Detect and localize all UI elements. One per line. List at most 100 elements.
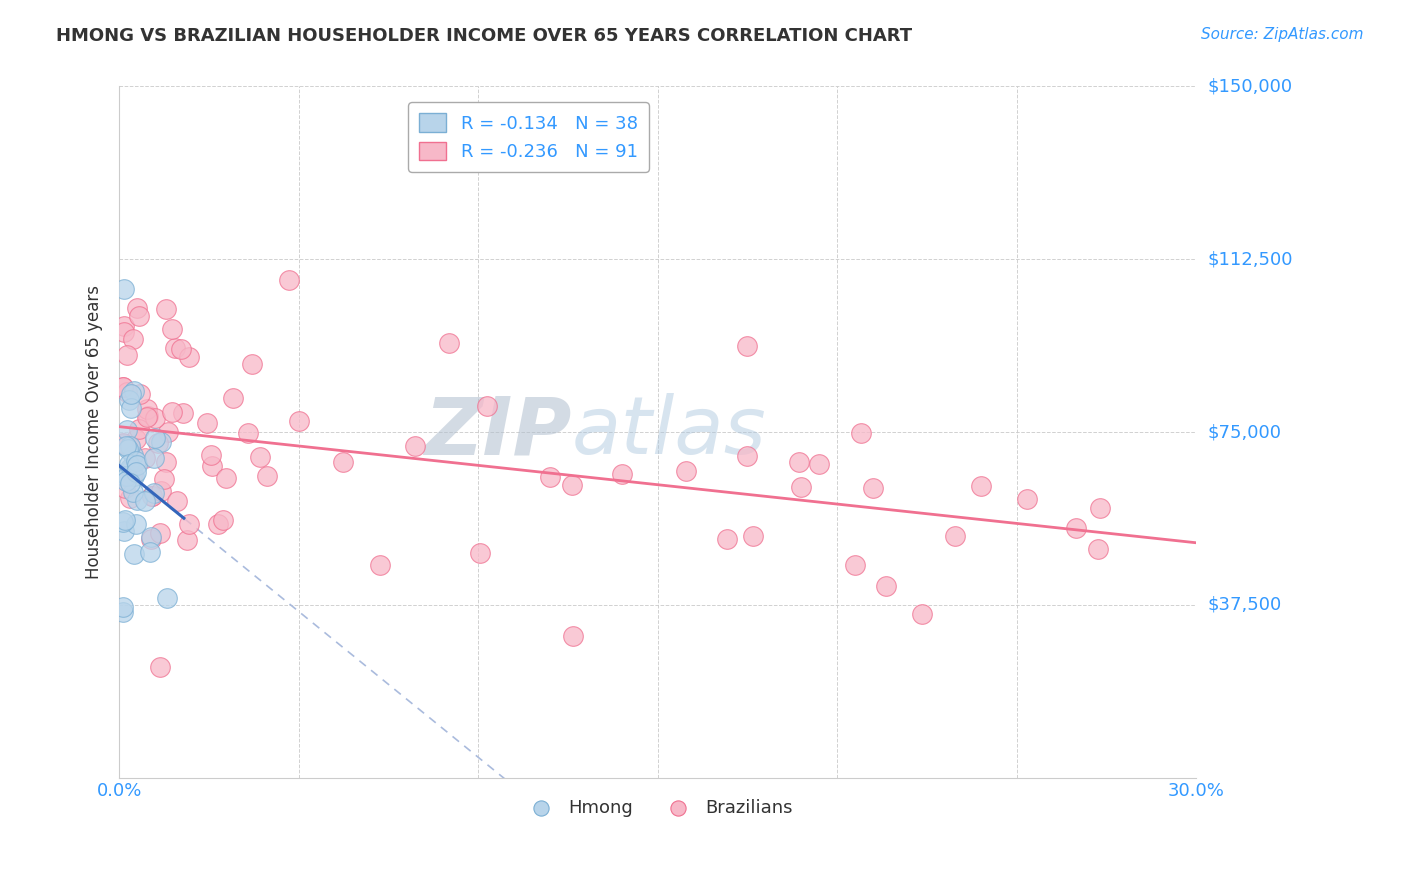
Text: HMONG VS BRAZILIAN HOUSEHOLDER INCOME OVER 65 YEARS CORRELATION CHART: HMONG VS BRAZILIAN HOUSEHOLDER INCOME OV… — [56, 27, 912, 45]
Point — [538, 470, 561, 484]
Point — [128, 421, 150, 435]
Point — [201, 459, 224, 474]
Point — [114, 513, 136, 527]
Point — [118, 491, 141, 506]
Point — [115, 423, 138, 437]
Point — [200, 448, 222, 462]
Point — [155, 302, 177, 317]
Point — [207, 517, 229, 532]
Point — [1017, 492, 1039, 507]
Point — [1090, 500, 1112, 515]
Point — [112, 319, 135, 334]
Point — [150, 434, 173, 449]
Point — [610, 467, 633, 481]
Point — [120, 461, 142, 475]
Point — [156, 591, 179, 605]
Point — [143, 486, 166, 500]
Point — [152, 473, 174, 487]
Point — [115, 469, 138, 483]
Point — [222, 391, 245, 405]
Point — [125, 493, 148, 508]
Point — [741, 529, 763, 543]
Point — [288, 414, 311, 428]
Text: $75,000: $75,000 — [1208, 423, 1281, 441]
Point — [141, 532, 163, 546]
Point — [157, 425, 180, 440]
Point — [124, 469, 146, 483]
Point — [790, 480, 813, 494]
Point — [1087, 542, 1109, 557]
Point — [475, 399, 498, 413]
Point — [115, 439, 138, 453]
Point — [177, 351, 200, 365]
Point — [332, 455, 354, 469]
Point — [118, 457, 141, 471]
Point — [129, 386, 152, 401]
Point — [155, 454, 177, 468]
Point — [118, 440, 141, 454]
Point — [112, 468, 135, 483]
Point — [141, 489, 163, 503]
Point — [135, 401, 157, 416]
Point — [112, 515, 135, 529]
Point — [1064, 521, 1087, 535]
Point — [114, 481, 136, 495]
Point — [862, 481, 884, 495]
Text: $37,500: $37,500 — [1208, 596, 1281, 614]
Point — [675, 464, 697, 478]
Text: $150,000: $150,000 — [1208, 78, 1292, 95]
Point — [150, 483, 173, 498]
Point — [120, 476, 142, 491]
Point — [735, 338, 758, 352]
Point — [737, 449, 759, 463]
Point — [120, 461, 142, 475]
Point — [716, 533, 738, 547]
Point — [121, 468, 143, 483]
Point — [125, 432, 148, 446]
Legend: Hmong, Brazilians: Hmong, Brazilians — [516, 791, 800, 824]
Point — [170, 342, 193, 356]
Point — [112, 282, 135, 296]
Point — [117, 442, 139, 456]
Point — [115, 384, 138, 399]
Point — [236, 426, 259, 441]
Point — [115, 348, 138, 362]
Point — [118, 392, 141, 407]
Point — [120, 387, 142, 401]
Point — [160, 405, 183, 419]
Point — [143, 411, 166, 425]
Point — [177, 517, 200, 532]
Point — [240, 357, 263, 371]
Point — [111, 380, 134, 394]
Point — [808, 457, 831, 471]
Point — [249, 450, 271, 464]
Point — [118, 439, 141, 453]
Point — [195, 416, 218, 430]
Point — [122, 547, 145, 561]
Point — [851, 425, 873, 440]
Point — [166, 494, 188, 508]
Point — [172, 406, 194, 420]
Point — [134, 494, 156, 508]
Point — [111, 435, 134, 450]
Text: atlas: atlas — [571, 393, 766, 471]
Text: $112,500: $112,500 — [1208, 251, 1292, 268]
Point — [121, 401, 143, 416]
Point — [215, 471, 238, 485]
Point — [121, 485, 143, 500]
Point — [122, 384, 145, 398]
Point — [122, 448, 145, 462]
Point — [561, 478, 583, 492]
Point — [111, 437, 134, 451]
Point — [256, 469, 278, 483]
Point — [122, 332, 145, 346]
Point — [561, 629, 583, 643]
Point — [143, 450, 166, 465]
Point — [437, 335, 460, 350]
Point — [111, 380, 134, 394]
Point — [148, 660, 170, 674]
Point — [176, 533, 198, 547]
Point — [136, 409, 159, 424]
Point — [468, 546, 491, 560]
Point — [143, 431, 166, 445]
